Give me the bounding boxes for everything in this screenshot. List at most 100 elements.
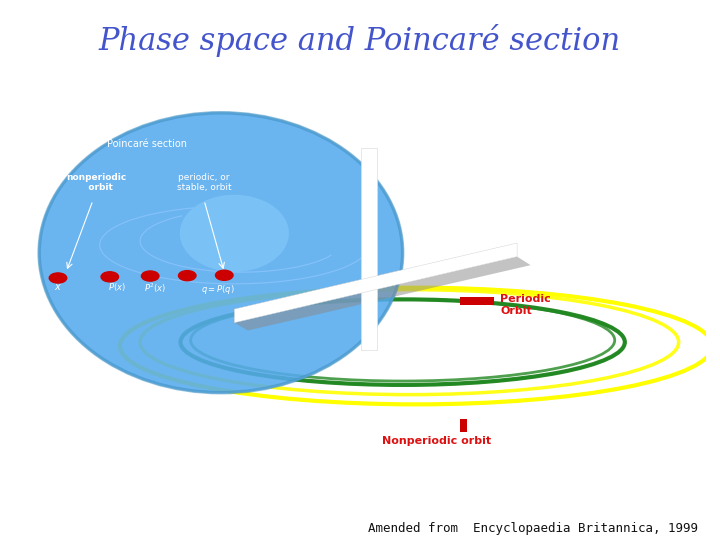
FancyBboxPatch shape <box>460 298 493 305</box>
Point <box>424 178 436 187</box>
Point <box>509 171 521 179</box>
Point <box>400 129 411 138</box>
Point <box>460 447 472 455</box>
Text: Periodic
Orbit: Periodic Orbit <box>500 294 551 316</box>
Point <box>98 170 109 179</box>
Point <box>364 131 375 139</box>
Point <box>582 137 593 146</box>
Point <box>529 346 541 355</box>
Point <box>124 449 135 457</box>
Point <box>225 315 236 324</box>
Point <box>516 254 528 262</box>
Point <box>307 219 319 228</box>
Point <box>321 418 333 427</box>
Polygon shape <box>235 256 531 330</box>
Point <box>222 350 234 359</box>
Point <box>235 240 247 249</box>
Point <box>433 480 444 489</box>
Point <box>84 328 95 337</box>
Point <box>672 278 683 286</box>
Point <box>449 160 461 168</box>
Point <box>138 151 149 159</box>
Point <box>135 259 147 268</box>
Point <box>528 121 539 130</box>
Point <box>568 99 580 107</box>
Point <box>541 364 553 373</box>
Point <box>546 125 558 134</box>
Point <box>333 454 345 462</box>
Point <box>115 145 127 153</box>
Point <box>194 306 206 314</box>
Point <box>60 318 71 327</box>
Point <box>585 185 597 194</box>
Point <box>55 435 66 444</box>
Point <box>338 394 349 403</box>
Point <box>124 94 135 103</box>
Point <box>474 414 486 423</box>
Point <box>479 469 490 478</box>
Point <box>583 299 595 308</box>
Point <box>568 386 580 395</box>
Point <box>441 381 453 389</box>
Point <box>325 470 337 479</box>
Point <box>425 209 436 218</box>
Point <box>668 272 680 281</box>
Point <box>117 356 129 365</box>
Point <box>82 157 94 165</box>
Point <box>677 467 688 476</box>
Point <box>199 294 210 303</box>
Point <box>588 421 599 430</box>
Point <box>554 417 565 426</box>
Point <box>144 258 156 267</box>
Point <box>647 349 658 357</box>
Point <box>179 192 191 200</box>
Point <box>400 449 412 457</box>
Point <box>287 100 299 109</box>
Point <box>113 440 125 449</box>
Point <box>550 296 562 305</box>
Point <box>552 410 564 419</box>
Point <box>454 257 465 266</box>
Point <box>616 235 627 244</box>
Text: Amended from  Encyclopaedia Britannica, 1999: Amended from Encyclopaedia Britannica, 1… <box>369 522 698 535</box>
Point <box>229 179 240 188</box>
Point <box>116 458 127 467</box>
Point <box>309 162 320 171</box>
Point <box>634 437 646 445</box>
Point <box>321 151 333 159</box>
Point <box>387 109 399 117</box>
Point <box>42 468 53 476</box>
Point <box>634 276 646 285</box>
Point <box>496 438 508 447</box>
Point <box>513 298 524 306</box>
Point <box>399 383 410 391</box>
Point <box>495 438 506 447</box>
Point <box>220 102 231 110</box>
Point <box>400 426 412 435</box>
Point <box>601 435 613 444</box>
Point <box>240 126 252 134</box>
Point <box>90 350 102 359</box>
Point <box>124 201 135 210</box>
Point <box>329 360 341 368</box>
Point <box>358 463 369 471</box>
Text: $q = P(q)$: $q = P(q)$ <box>201 282 235 295</box>
Point <box>57 286 68 294</box>
Point <box>142 214 153 223</box>
Point <box>494 267 505 275</box>
Point <box>487 170 498 179</box>
Point <box>283 359 294 367</box>
Point <box>237 407 248 415</box>
Point <box>238 151 250 160</box>
Point <box>524 197 536 205</box>
Point <box>52 234 63 242</box>
Point <box>341 219 353 228</box>
Point <box>343 466 354 475</box>
Point <box>227 228 238 237</box>
Point <box>606 332 618 341</box>
Point <box>216 363 228 372</box>
Point <box>71 252 83 261</box>
Point <box>657 320 668 328</box>
Point <box>186 475 197 483</box>
Point <box>348 95 360 104</box>
